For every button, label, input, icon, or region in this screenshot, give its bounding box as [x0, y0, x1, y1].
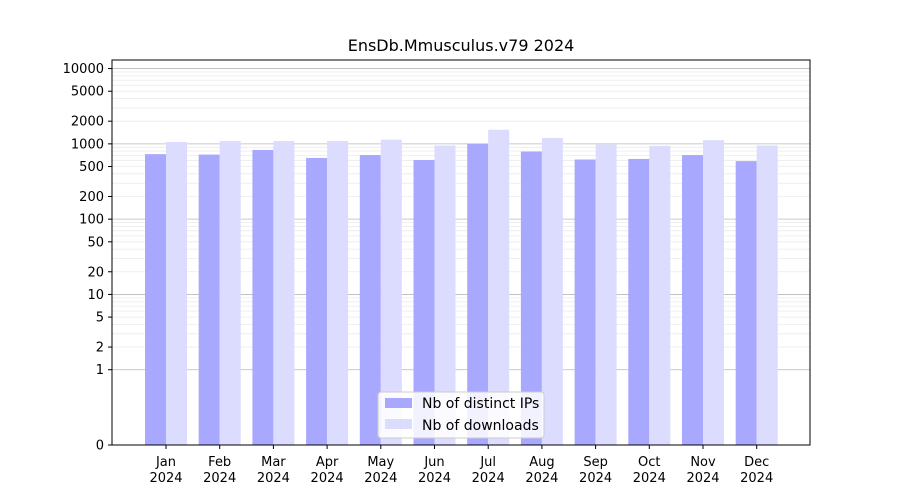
chart-title: EnsDb.Mmusculus.v79 2024 [348, 36, 575, 55]
bar-distinct-ips [467, 143, 489, 446]
x-tick-label-year: 2024 [149, 471, 182, 486]
x-tick-label-year: 2024 [203, 471, 236, 486]
y-tick-label: 50 [87, 235, 104, 250]
bar-downloads [541, 137, 563, 445]
x-tick-label-month: Jan [155, 455, 176, 470]
bar-distinct-ips [413, 160, 435, 445]
y-tick-label: 1 [96, 363, 104, 378]
x-tick-label-month: Jul [479, 455, 496, 470]
x-tick-label-year: 2024 [472, 471, 505, 486]
x-tick-label-month: Sep [583, 455, 608, 470]
x-tick-label-month: Oct [638, 455, 660, 470]
x-tick-label-year: 2024 [418, 471, 451, 486]
bar-downloads [756, 145, 778, 445]
legend-swatch-downloads [385, 419, 412, 429]
y-tick-label: 5 [96, 311, 104, 326]
bar-distinct-ips [306, 157, 328, 446]
bar-distinct-ips [735, 161, 757, 446]
y-tick-label: 500 [79, 160, 104, 175]
plot-frame [111, 59, 811, 446]
legend-swatch-distinct-ips [385, 398, 412, 408]
x-tick-label-month: Dec [744, 455, 769, 470]
x-tick-label-month: Nov [690, 455, 716, 470]
x-tick-label-month: Jun [423, 455, 444, 470]
y-tick-label: 1000 [71, 137, 104, 152]
y-tick-label: 100 [79, 213, 104, 228]
x-tick-label-month: Mar [261, 455, 286, 470]
bar-distinct-ips [574, 159, 596, 445]
bar-downloads [219, 141, 241, 445]
x-tick-label-month: Aug [529, 455, 554, 470]
x-axis: Jan2024Feb2024Mar2024Apr2024May2024Jun20… [149, 445, 773, 486]
bar-downloads [273, 141, 295, 445]
legend-label-downloads: Nb of downloads [422, 418, 539, 434]
bar-distinct-ips [682, 155, 703, 446]
y-axis: 0 1 2 5 10 20 50 100 200 500 1000 2000 5000 10000 [63, 62, 112, 454]
bar-distinct-ips [520, 151, 542, 446]
y-tick-label: 10 [87, 288, 104, 303]
y-tick-label: 10000 [63, 62, 104, 77]
bar-downloads [703, 140, 724, 446]
x-tick-label-year: 2024 [633, 471, 666, 486]
legend-frame [377, 391, 545, 439]
x-tick-label-year: 2024 [364, 471, 397, 486]
legend-label-distinct-ips: Nb of distinct IPs [422, 396, 539, 412]
legend: Nb of distinct IPs Nb of downloads [377, 391, 545, 439]
bar-downloads [380, 139, 402, 445]
bar-downloads [434, 145, 456, 445]
y-tick-label: 200 [79, 190, 104, 205]
bar-distinct-ips [252, 149, 274, 445]
bar-distinct-ips [359, 155, 381, 446]
bar-downloads [166, 141, 187, 445]
bar-distinct-ips [198, 154, 220, 445]
y-tick-label: 5000 [71, 85, 104, 100]
bar-downloads [488, 129, 510, 445]
bar-downloads [327, 141, 349, 445]
bar-distinct-ips [145, 154, 166, 446]
x-tick-label-year: 2024 [740, 471, 773, 486]
bar-downloads [649, 145, 671, 446]
x-tick-label-year: 2024 [311, 471, 344, 486]
bars-layer [145, 129, 778, 446]
x-tick-label-month: Apr [316, 455, 339, 470]
bar-downloads [595, 144, 617, 445]
bar-distinct-ips [628, 158, 650, 445]
y-tick-label: 2000 [71, 115, 104, 130]
y-tick-label: 0 [96, 439, 104, 454]
x-tick-label-month: Feb [208, 455, 231, 470]
y-tick-label: 20 [87, 265, 104, 280]
x-tick-label-year: 2024 [257, 471, 290, 486]
y-tick-label: 2 [96, 341, 104, 356]
x-tick-label-month: May [367, 455, 394, 470]
x-tick-label-year: 2024 [686, 471, 719, 486]
x-tick-label-year: 2024 [525, 471, 558, 486]
x-tick-label-year: 2024 [579, 471, 612, 486]
